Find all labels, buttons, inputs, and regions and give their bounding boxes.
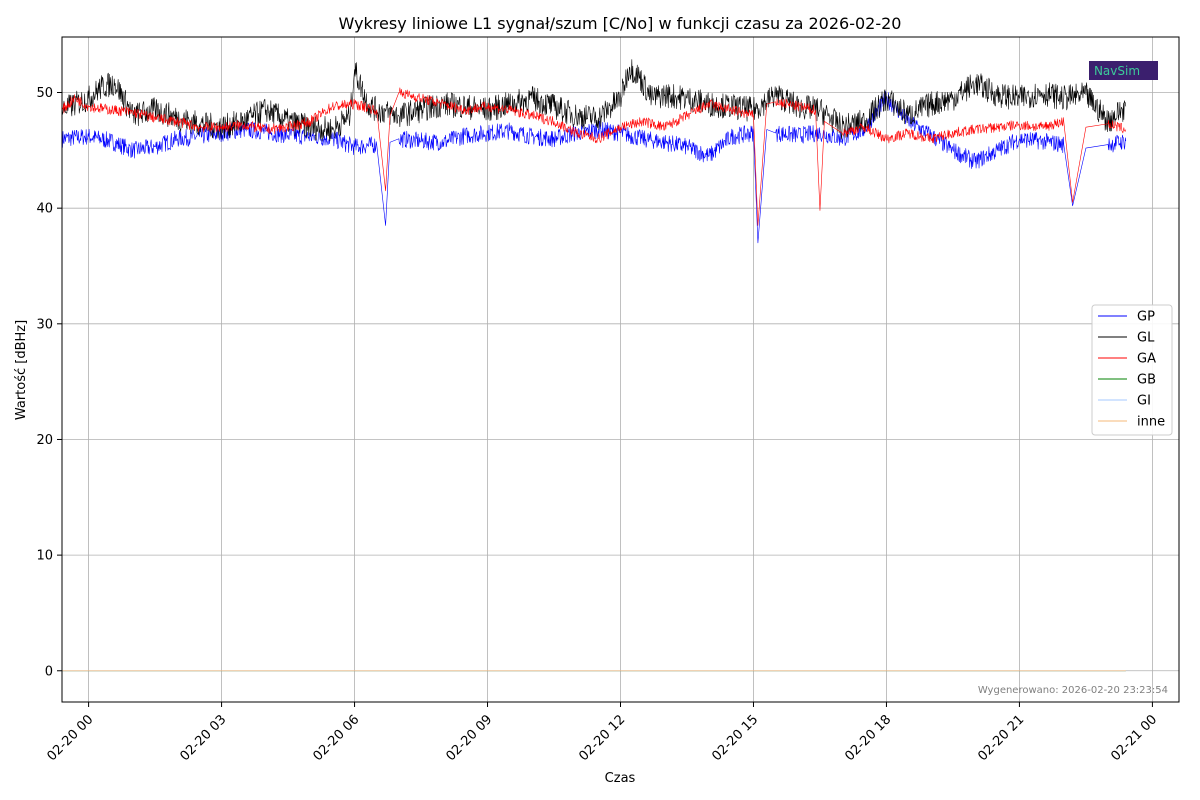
series-group [61,59,1127,672]
legend-label-gl: GL [1137,331,1155,346]
logo-text: NavSim [1094,64,1140,78]
legend-label-inne: inne [1137,415,1165,430]
y-tick-label: 10 [36,549,53,564]
x-axis-title: Czas [605,771,636,786]
legend-label-gp: GP [1137,310,1155,325]
legend-label-ga: GA [1137,352,1156,367]
chart-title: Wykresy liniowe L1 sygnał/szum [C/No] w … [339,14,902,33]
logo: NavSim [1089,61,1158,80]
generated-footer: Wygenerowano: 2026-02-20 23:23:54 [978,685,1168,696]
y-tick-label: 20 [36,433,53,448]
legend-label-gb: GB [1137,373,1156,388]
y-tick-label: 0 [45,664,53,679]
y-tick-label: 40 [36,202,53,217]
legend-label-gi: GI [1137,394,1151,409]
legend: GP GL GA GB GI inne [1091,304,1173,436]
y-axis: 0 10 20 30 40 50 [36,86,62,679]
y-tick-label: 50 [36,86,53,101]
series-line-gl [61,59,1127,142]
y-axis-title: Wartość [dBHz] [14,320,29,420]
series-line-ga [61,87,1127,226]
y-tick-label: 30 [36,317,53,332]
logo-background [1089,61,1158,80]
